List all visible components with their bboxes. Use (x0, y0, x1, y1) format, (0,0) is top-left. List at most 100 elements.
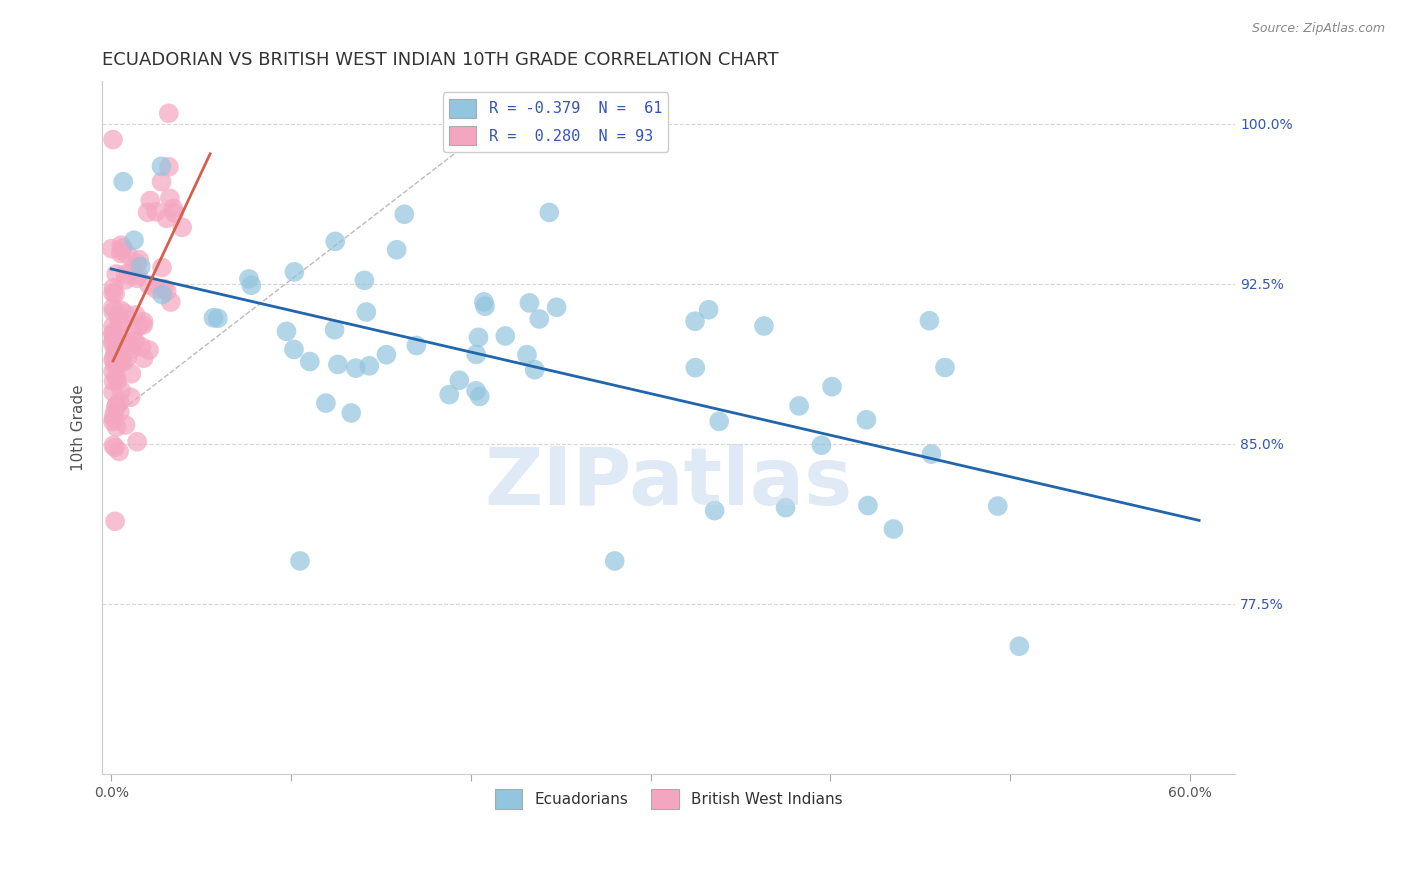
Point (114, 273, 136, 287)
Point (467, 330, 489, 344)
Point (103, 281, 125, 295)
Point (810, 438, 832, 452)
Point (132, 318, 155, 332)
Point (131, 340, 153, 354)
Point (145, 204, 167, 219)
Point (110, 244, 132, 258)
Point (101, 353, 124, 368)
Point (152, 282, 174, 296)
Point (775, 500, 797, 515)
Point (132, 351, 155, 366)
Point (150, 260, 173, 275)
Point (856, 499, 879, 513)
Point (918, 314, 941, 328)
Point (405, 338, 427, 352)
Point (104, 359, 127, 373)
Point (685, 360, 707, 375)
Point (129, 260, 152, 274)
Point (114, 306, 136, 320)
Point (105, 375, 128, 389)
Point (108, 444, 131, 458)
Point (150, 159, 173, 173)
Point (101, 337, 124, 351)
Point (103, 438, 125, 452)
Point (156, 285, 179, 299)
Point (353, 273, 375, 287)
Point (356, 305, 378, 319)
Point (150, 287, 173, 301)
Y-axis label: 10th Grade: 10th Grade (72, 384, 86, 471)
Point (326, 358, 349, 372)
Point (101, 286, 124, 301)
Point (546, 300, 568, 314)
Point (101, 384, 124, 399)
Point (105, 398, 128, 412)
Point (127, 434, 149, 449)
Point (118, 338, 141, 352)
Point (114, 267, 136, 281)
Point (122, 334, 145, 349)
Point (101, 301, 124, 315)
Point (276, 324, 298, 338)
Point (108, 318, 131, 332)
Point (124, 308, 146, 322)
Point (101, 319, 124, 334)
Point (101, 326, 124, 341)
Point (283, 265, 305, 279)
Point (104, 441, 127, 455)
Point (110, 384, 132, 398)
Point (323, 323, 346, 337)
Point (474, 299, 496, 313)
Text: ZIPatlas: ZIPatlas (485, 444, 853, 522)
Point (787, 399, 810, 413)
Point (157, 160, 180, 174)
Point (107, 308, 129, 322)
Point (107, 349, 129, 363)
Point (110, 303, 132, 318)
Point (934, 360, 956, 375)
Point (465, 347, 488, 361)
Point (157, 106, 180, 120)
Point (855, 413, 877, 427)
Point (323, 235, 346, 249)
Point (117, 351, 139, 365)
Point (120, 390, 142, 404)
Point (162, 202, 184, 216)
Point (128, 252, 150, 267)
Point (145, 282, 167, 296)
Point (104, 345, 127, 359)
Point (105, 420, 128, 434)
Point (110, 238, 132, 252)
Point (703, 503, 725, 517)
Point (159, 191, 181, 205)
Point (138, 343, 160, 357)
Point (125, 271, 148, 285)
Point (120, 367, 142, 381)
Point (987, 499, 1010, 513)
Point (238, 272, 260, 286)
Point (150, 175, 173, 189)
Point (163, 206, 186, 220)
Point (111, 241, 134, 255)
Point (104, 344, 127, 359)
Point (128, 319, 150, 334)
Point (920, 447, 942, 461)
Point (202, 310, 225, 325)
Point (110, 315, 132, 329)
Text: ECUADORIAN VS BRITISH WEST INDIAN 10TH GRADE CORRELATION CHART: ECUADORIAN VS BRITISH WEST INDIAN 10TH G… (103, 51, 779, 69)
Point (107, 359, 129, 373)
Point (315, 396, 337, 410)
Point (103, 411, 125, 425)
Point (101, 415, 124, 429)
Point (103, 351, 125, 365)
Point (105, 370, 128, 384)
Point (538, 205, 561, 219)
Point (112, 354, 135, 368)
Legend: Ecuadorians, British West Indians: Ecuadorians, British West Indians (489, 783, 849, 815)
Point (104, 400, 127, 414)
Point (103, 406, 125, 420)
Point (523, 362, 546, 376)
Point (437, 387, 460, 401)
Point (465, 384, 488, 398)
Point (385, 243, 408, 257)
